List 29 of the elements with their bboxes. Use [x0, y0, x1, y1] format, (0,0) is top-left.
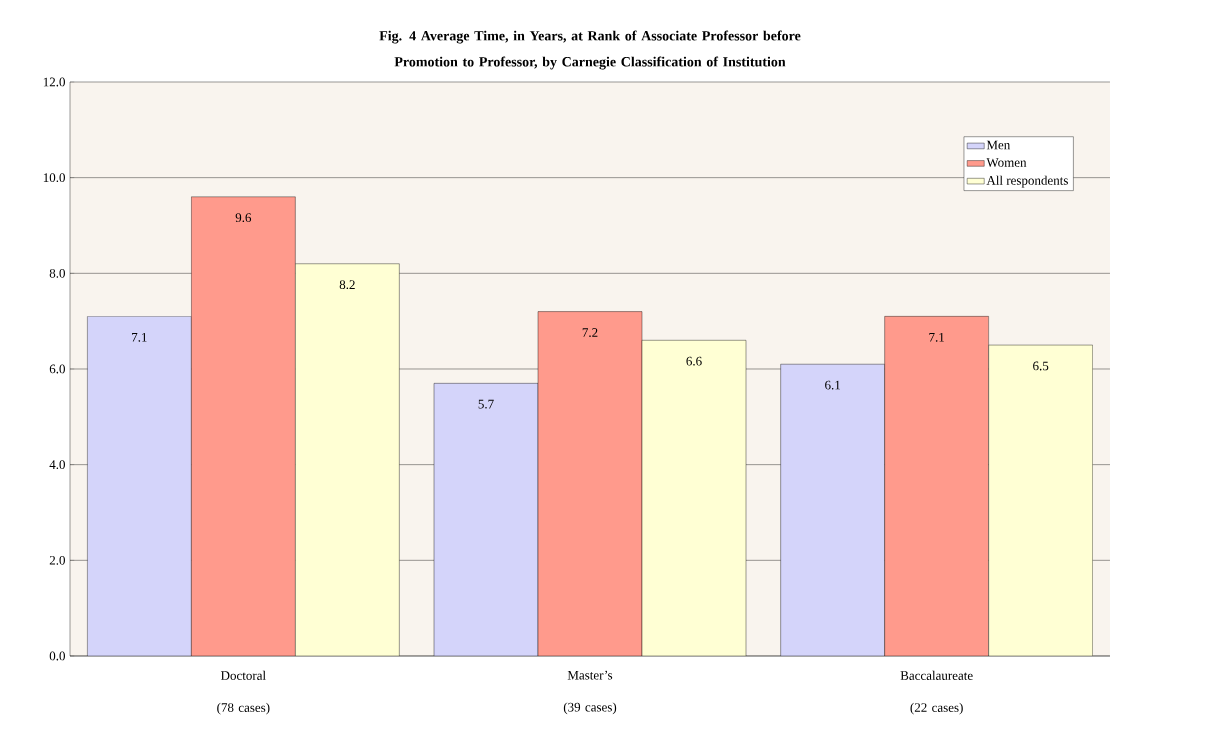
legend-label: Women — [986, 158, 1027, 167]
y-tick-label: 4.0 — [49, 460, 65, 470]
data-label: 7.1 — [132, 332, 147, 342]
bar — [191, 196, 296, 656]
data-label: 6.5 — [1033, 361, 1049, 371]
bar — [537, 311, 643, 656]
category-label: Master’s (39 cases) — [563, 670, 617, 715]
bar — [433, 383, 539, 656]
y-tick-label: 0.0 — [49, 651, 65, 661]
data-label: 7.1 — [929, 332, 945, 342]
bar — [780, 364, 885, 656]
category-label: Baccalaureate (22 cases) — [900, 670, 973, 715]
y-tick-label: 12.0 — [43, 77, 65, 87]
data-label: 8.2 — [339, 280, 355, 290]
y-tick-label: 8.0 — [49, 268, 65, 278]
legend-label: All respondents — [986, 175, 1068, 188]
bar — [884, 316, 989, 656]
data-label: 6.6 — [686, 356, 702, 366]
legend-label: Men — [986, 140, 1011, 150]
bar — [87, 316, 192, 656]
data-label: 6.1 — [825, 380, 841, 390]
data-label: 9.6 — [235, 213, 252, 223]
category-label: Doctoral (78 cases) — [217, 670, 270, 715]
y-tick-label: 10.0 — [43, 173, 65, 183]
data-label: 7.2 — [582, 328, 598, 337]
y-tick-label: 6.0 — [49, 364, 65, 374]
chart-title: Fig. 4 Average Time, in Years, at Rank of Associate Professor before Promotion to Professor, by Carnegie Classification of Institution — [379, 30, 801, 70]
data-label: 5.7 — [478, 399, 494, 409]
y-tick-label: 2.0 — [49, 555, 65, 565]
